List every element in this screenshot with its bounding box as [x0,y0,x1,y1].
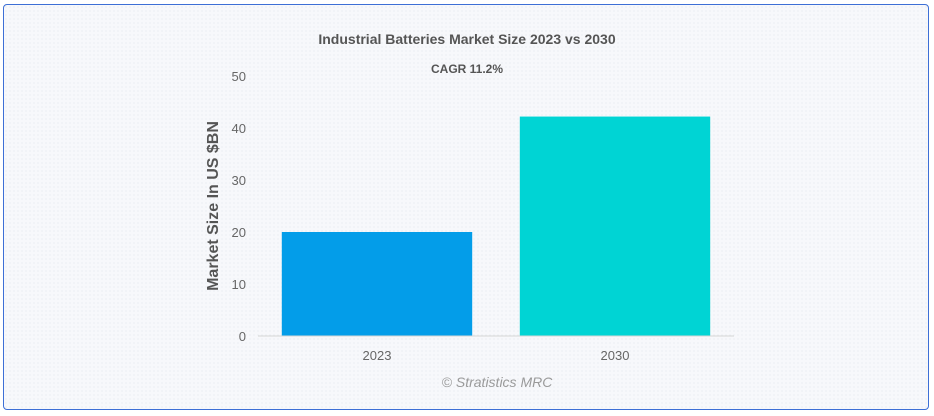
x-tick-label: 2030 [601,348,630,363]
bar-2023[interactable] [281,232,473,336]
bar-group [281,116,711,336]
y-tick-label: 20 [232,225,246,240]
y-axis: 0 10 20 30 40 50 [232,69,246,344]
bar-2030[interactable] [519,116,711,336]
chart-subtitle: CAGR 11.2% [431,62,503,76]
chart-title: Industrial Batteries Market Size 2023 vs… [318,31,615,47]
y-tick-label: 0 [239,329,246,344]
y-tick-label: 40 [232,121,246,136]
y-tick-label: 10 [232,277,246,292]
y-axis-label: Market Size In US $BN [205,121,222,291]
y-tick-label: 30 [232,173,246,188]
x-tick-label: 2023 [363,348,392,363]
credit-text: © Stratistics MRC [442,374,554,390]
chart-frame [3,4,929,410]
y-tick-label: 50 [232,69,246,84]
x-axis: 2023 2030 [363,348,630,363]
